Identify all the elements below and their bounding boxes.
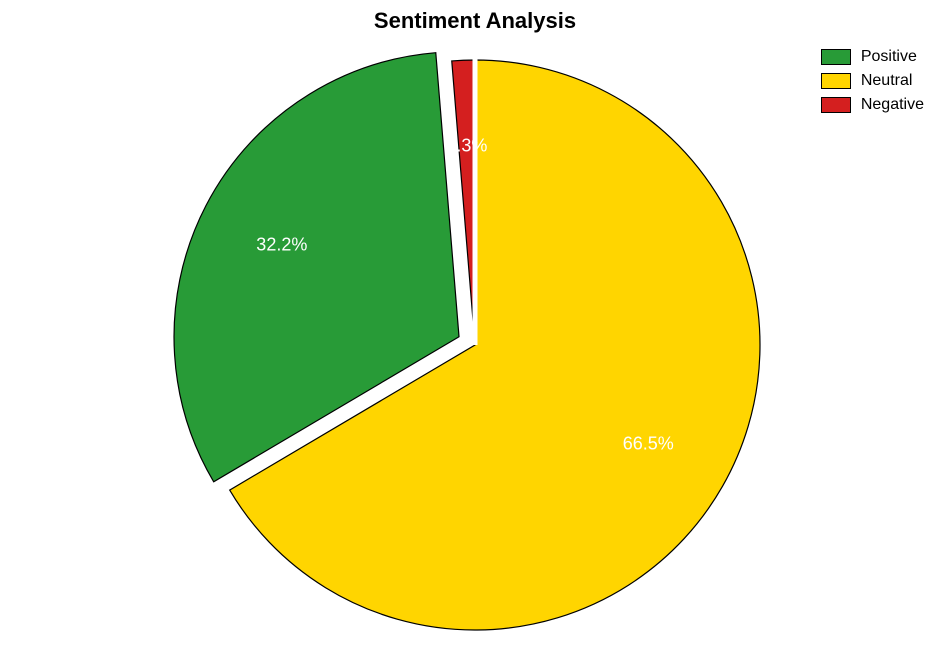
legend-item-neutral: Neutral (821, 72, 924, 90)
legend-swatch-neutral (821, 73, 851, 89)
chart-title: Sentiment Analysis (374, 8, 576, 34)
slice-label-neutral: 66.5% (623, 433, 674, 454)
legend-item-positive: Positive (821, 48, 924, 66)
legend-swatch-negative (821, 97, 851, 113)
legend-item-negative: Negative (821, 96, 924, 114)
legend-swatch-positive (821, 49, 851, 65)
legend-label: Positive (861, 48, 917, 66)
slice-label-negative: 1.3% (446, 135, 487, 156)
legend-label: Neutral (861, 72, 913, 90)
legend-label: Negative (861, 96, 924, 114)
legend: Positive Neutral Negative (821, 48, 924, 120)
slice-label-positive: 32.2% (256, 235, 307, 256)
